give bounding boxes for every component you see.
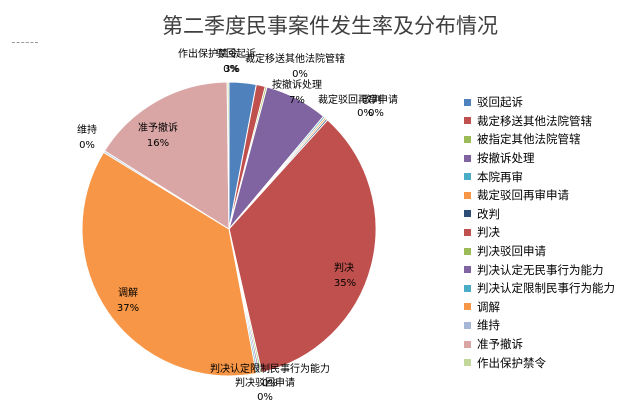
data-label-name: 作出保护禁令 [178,47,238,60]
legend-item: 改判 [464,205,628,224]
data-label-percent: 0% [223,64,239,75]
legend-swatch [464,228,471,236]
legend-swatch [464,340,471,348]
legend-label: 判决认定无民事行为能力 [477,262,604,277]
data-label-7: 判决认定限制民事行为能力 0% [210,362,330,389]
legend-swatch [464,359,471,367]
legend-label: 判决 [477,225,500,240]
data-label-percent: 7% [289,95,305,106]
data-label-percent: 37% [117,303,139,314]
data-label-name: 调解 [118,286,138,299]
legend-swatch [464,210,471,218]
legend-item: 按撤诉处理 [464,149,628,168]
data-label-percent: 0% [292,69,308,80]
data-label-name: 按撤诉处理 [272,78,322,91]
data-label-11: 准予撤诉 16% [138,121,178,149]
data-label-name: 裁定驳回再审申请 [318,93,398,106]
legend-item: 裁定移送其他法院管辖 [464,112,628,131]
data-label-3: 按撤诉处理 7% [272,78,322,106]
data-label-name: 判决 [334,262,354,274]
legend-item: 判决认定限制民事行为能力 [464,279,628,298]
legend-item: 判决认定无民事行为能力 [464,260,628,279]
legend-swatch [464,266,471,274]
data-label-percent: 0% [368,108,384,119]
data-label-percent: 0% [79,140,95,151]
data-label-name: 维持 [77,123,97,136]
legend-item: 准予撤诉 [464,335,628,354]
legend-label: 判决驳回申请 [477,244,546,259]
data-label-name: 裁定移送其他法院管辖 [245,52,345,65]
data-label-5: 改判 0% [362,93,384,119]
legend-swatch [464,321,471,329]
data-label-name: 改判 [362,93,382,106]
legend-item: 调解 [464,298,628,317]
corner-mark [12,42,38,43]
data-label-9: 调解 37% [117,286,139,314]
legend-label: 裁定驳回再审申请 [477,188,569,203]
legend-item: 裁定驳回再审申请 [464,186,628,205]
data-label-percent: 3% [224,64,240,75]
legend-label: 改判 [477,206,500,221]
legend-label: 驳回起诉 [477,95,523,110]
data-label-percent: 0% [257,392,273,403]
data-label-10: 维持 0% [77,123,97,151]
data-label-4: 裁定驳回再审申请 0% [318,93,398,119]
data-label-2: 裁定移送其他法院管辖 0% [245,52,345,80]
legend: 驳回起诉裁定移送其他法院管辖 被指定其他法院管辖 按撤诉处理本院再审裁定驳回再审申请… [464,93,628,372]
legend-label: 准予撤诉 [477,337,523,352]
legend-swatch [464,191,471,199]
legend-swatch [464,284,471,292]
legend-swatch [464,98,471,106]
legend-label: 维持 [477,318,500,333]
data-label-name: 判决驳回申请 [235,376,295,389]
legend-label: 调解 [477,299,500,314]
data-label-name: 准予撤诉 [138,121,178,134]
pie-slice-12 [81,151,257,377]
legend-label: 判决认定限制民事行为能力 [477,281,615,296]
data-label-percent: 0% [262,378,278,389]
legend-swatch [464,117,471,125]
data-label-1: 驳回起诉 3% [216,47,256,75]
legend-label: 本院再审 [477,169,523,184]
legend-label: 裁定移送其他法院管辖 [477,113,592,128]
data-label-percent: 0% [357,108,373,119]
data-label-percent: 35% [334,278,356,289]
chart-title: 第二季度民事案件发生率及分布情况 [162,14,498,38]
legend-swatch [464,173,471,181]
legend-item: 被指定其他法院管辖 [464,130,628,149]
legend-item: 判决 [464,223,628,242]
legend-swatch [464,247,471,255]
legend-label: 被指定其他法院管辖 [477,132,581,147]
data-label-name: 驳回起诉 [216,47,256,60]
data-label-name: 判决认定限制民事行为能力 [210,362,330,375]
data-label-12: 作出保护禁令 0% [178,47,239,75]
pie-slice-8 [228,119,377,373]
legend-item: 维持 [464,316,628,335]
data-label-6: 判决 35% [334,262,356,289]
pie-slice-15 [226,81,230,230]
legend-swatch [464,154,471,162]
legend-item: 本院再审 [464,167,628,186]
legend-label: 按撤诉处理 [477,151,535,166]
legend-swatch [464,135,471,143]
legend-label: 作出保护禁令 [477,355,546,370]
legend-item: 判决驳回申请 [464,242,628,261]
data-label-percent: 16% [147,138,169,149]
legend-item: 驳回起诉 [464,93,628,112]
legend-item: 作出保护禁令 [464,353,628,372]
pie-slice-14 [103,81,230,230]
legend-swatch [464,303,471,311]
